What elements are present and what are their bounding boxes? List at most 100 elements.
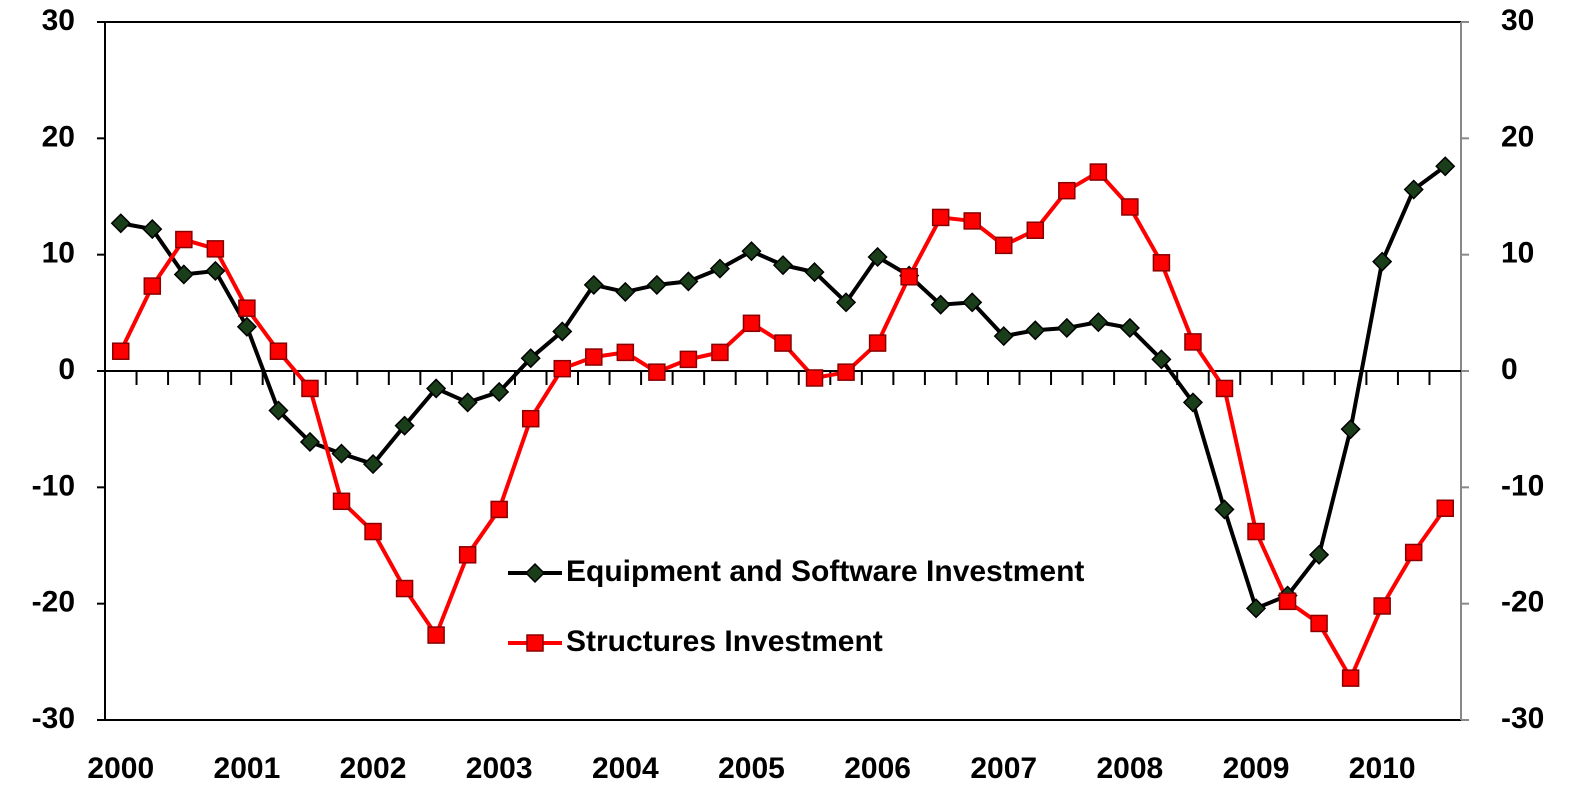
series-line — [118, 170, 1447, 681]
legend-label: Structures Investment — [566, 625, 883, 658]
data-point — [457, 392, 478, 413]
data-point — [552, 321, 573, 342]
data-point — [1372, 251, 1393, 272]
data-point — [458, 546, 477, 564]
y-tick-label: 10 — [42, 237, 75, 270]
y-tick-label: 20 — [42, 120, 75, 153]
data-point — [299, 431, 321, 453]
data-point — [1247, 522, 1265, 541]
data-point — [1340, 419, 1361, 440]
x-tick-label: 2000 — [87, 752, 154, 785]
y2-tick-label: 10 — [1501, 237, 1534, 270]
data-point — [490, 500, 508, 519]
data-point — [1373, 597, 1391, 615]
data-point — [711, 343, 729, 362]
data-point — [930, 294, 951, 315]
data-point — [364, 522, 382, 541]
data-point — [648, 363, 666, 381]
data-point — [331, 443, 352, 464]
data-point — [993, 326, 1014, 347]
data-point — [1056, 317, 1077, 339]
data-point — [173, 264, 194, 285]
x-tick-label: 2001 — [214, 752, 281, 785]
data-point — [709, 258, 730, 279]
data-point — [615, 281, 636, 302]
data-point — [1214, 499, 1235, 520]
data-point — [772, 255, 794, 276]
series-line — [120, 164, 1447, 611]
data-point — [963, 212, 981, 230]
data-point — [1278, 592, 1297, 611]
y2-tick-label: 0 — [1501, 353, 1518, 386]
data-point — [678, 271, 699, 292]
data-point — [553, 359, 572, 378]
data-point — [616, 343, 635, 362]
data-point — [1341, 669, 1360, 687]
y-tick-label: -30 — [32, 702, 75, 735]
data-point — [269, 342, 288, 360]
x-tick-label: 2003 — [466, 752, 533, 785]
data-point — [395, 579, 414, 598]
y-tick-label: 30 — [42, 4, 75, 37]
x-tick-label: 2010 — [1349, 752, 1416, 785]
x-tick-label: 2002 — [340, 752, 407, 785]
data-point — [583, 274, 604, 295]
y2-tick-label: -30 — [1501, 702, 1544, 735]
data-point — [1182, 392, 1204, 413]
data-point — [332, 492, 351, 511]
y2-tick-label: -10 — [1501, 469, 1544, 502]
data-point — [805, 369, 824, 387]
data-point — [646, 274, 667, 295]
legend-label: Equipment and Software Investment — [566, 555, 1084, 588]
data-point — [585, 348, 603, 366]
data-point — [520, 348, 541, 369]
data-point — [900, 268, 918, 286]
data-point — [236, 316, 257, 337]
x-tick-label: 2006 — [844, 752, 911, 785]
data-point — [1310, 614, 1328, 633]
data-point — [1058, 181, 1076, 200]
data-point — [741, 241, 762, 262]
data-point — [175, 230, 193, 249]
y2-tick-label: -20 — [1501, 586, 1544, 619]
y2-tick-label: 20 — [1501, 120, 1534, 153]
data-point — [1404, 543, 1423, 562]
data-point — [868, 334, 887, 352]
data-point — [362, 454, 384, 475]
data-point — [836, 292, 857, 313]
y-tick-label: -20 — [32, 586, 75, 619]
data-point — [427, 626, 445, 644]
data-point — [837, 363, 855, 381]
data-point — [206, 240, 225, 258]
y-tick-label: -10 — [32, 469, 75, 502]
data-point — [1309, 544, 1330, 565]
data-point — [867, 246, 888, 268]
data-point — [1215, 379, 1234, 398]
data-point — [1089, 163, 1108, 181]
data-point — [962, 292, 983, 313]
y-tick-label: 0 — [58, 353, 75, 386]
data-point — [1121, 198, 1139, 216]
data-point — [143, 277, 162, 295]
data-point — [205, 260, 226, 282]
data-point — [804, 262, 825, 283]
x-tick-label: 2005 — [718, 752, 785, 785]
data-point — [426, 378, 447, 399]
data-point — [1184, 333, 1202, 351]
x-tick-label: 2004 — [592, 752, 659, 785]
data-point — [1245, 598, 1267, 619]
data-point — [1435, 156, 1456, 177]
data-point — [268, 400, 289, 421]
data-point — [489, 381, 510, 403]
x-tick-label: 2008 — [1097, 752, 1164, 785]
data-point — [1152, 254, 1171, 272]
data-point — [1151, 349, 1172, 370]
data-point — [238, 299, 256, 317]
legend-swatch-marker — [526, 634, 544, 652]
data-point — [931, 208, 950, 227]
x-tick-label: 2009 — [1223, 752, 1290, 785]
x-tick-label: 2007 — [970, 752, 1037, 785]
data-point — [774, 334, 792, 352]
data-point — [1403, 179, 1424, 200]
